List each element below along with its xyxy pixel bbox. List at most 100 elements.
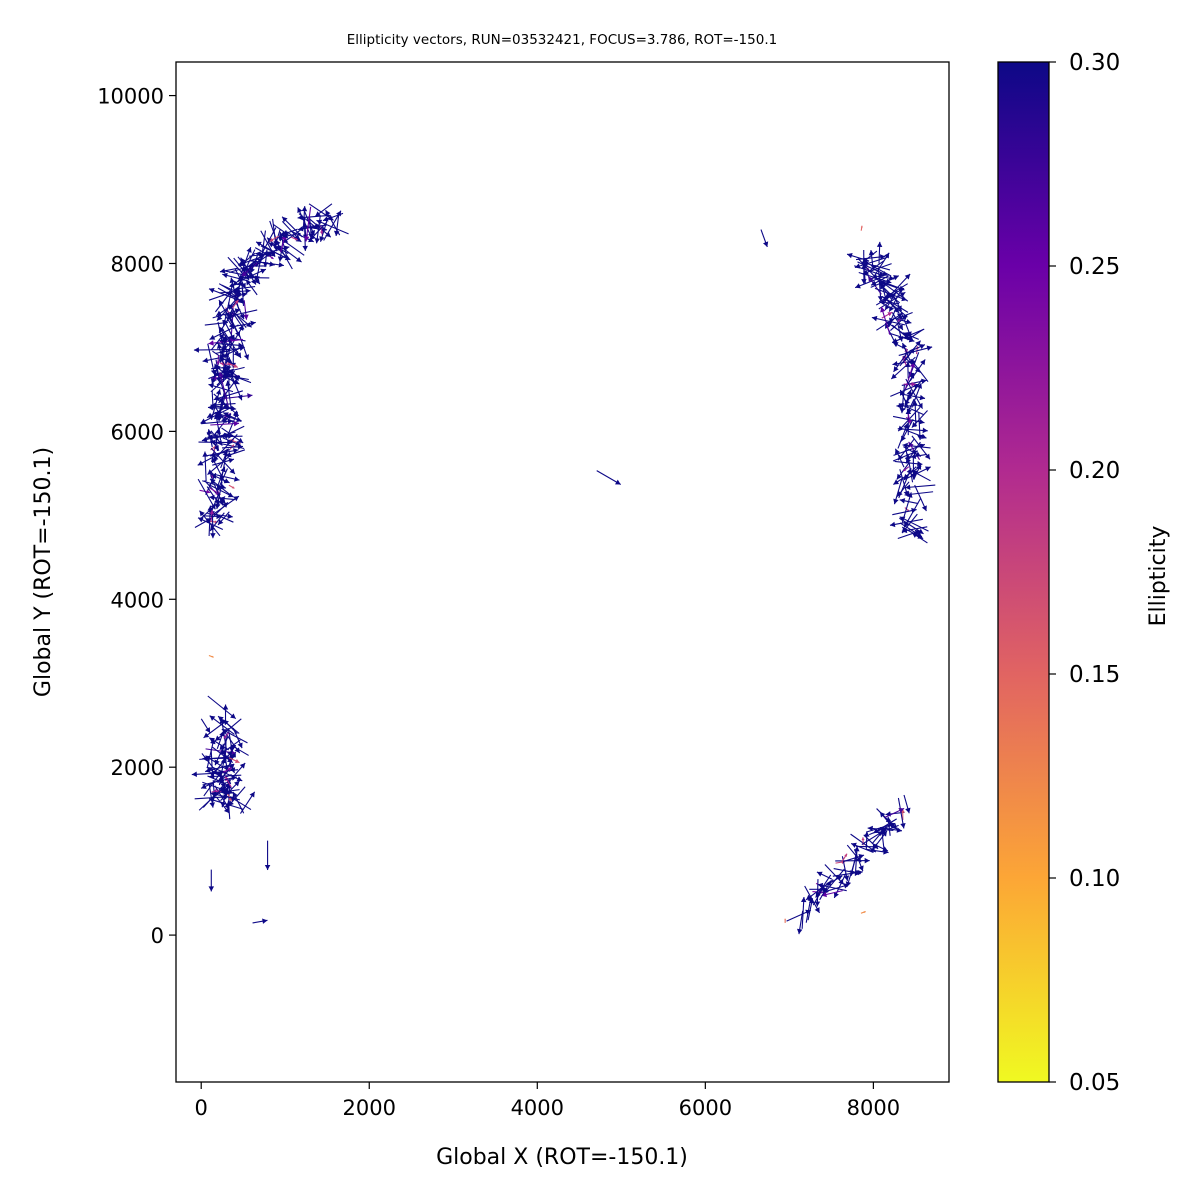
ellipticity-vector: [893, 351, 909, 373]
ellipticity-vector: [252, 918, 268, 924]
ellipticity-vector: [896, 462, 910, 480]
ellipticity-vector: [900, 418, 914, 442]
ellipticity-vector: [903, 381, 916, 387]
ellipticity-vector: [835, 857, 870, 864]
ellipticity-vector: [228, 757, 240, 764]
ellipticity-vector: [211, 457, 226, 483]
ellipticity-vector: [596, 470, 621, 485]
ellipticity-vector: [319, 224, 324, 236]
colorbar-tick-label: 0.25: [1069, 254, 1120, 280]
ellipticity-vector: [239, 791, 256, 814]
ellipticity-vector: [201, 418, 233, 425]
ellipticity-vector: [760, 229, 769, 248]
ellipticity-vector: [240, 246, 252, 274]
ellipticity-vector: [900, 393, 926, 401]
colorbar-tick-label: 0.05: [1069, 1070, 1120, 1096]
ellipticity-vector: [222, 437, 241, 446]
ellipticity-vector: [266, 245, 290, 254]
ellipticity-vector: [912, 400, 918, 427]
ellipticity-vector: [905, 429, 927, 439]
y-tick-label: 8000: [111, 252, 164, 276]
ellipticity-vector: [905, 441, 921, 464]
ellipticity-vector: [862, 261, 891, 271]
ellipticity-vector: [290, 236, 298, 241]
ellipticity-vector: [231, 299, 239, 309]
colorbar-tick-label: 0.15: [1069, 662, 1120, 688]
ellipticity-vector: [207, 695, 237, 720]
ellipticity-vector: [210, 474, 224, 506]
ellipticity-vector: [906, 398, 915, 415]
ellipticity-vector: [319, 217, 329, 242]
ellipticity-vector: [282, 228, 302, 244]
ellipticity-vector: [228, 303, 247, 328]
ellipticity-vector: [817, 882, 847, 892]
ellipticity-vector: [871, 315, 906, 326]
ellipticity-vector: [901, 513, 918, 534]
ellipticity-vector: [860, 911, 866, 914]
ellipticity-vector: [230, 744, 249, 756]
ellipticity-vector: [237, 256, 261, 285]
ellipticity-vector: [218, 375, 240, 404]
ellipticity-vector: [260, 245, 291, 261]
ellipticity-vector: [904, 491, 934, 498]
ellipticity-vector: [816, 871, 833, 880]
ellipticity-vector: [224, 341, 240, 357]
ellipticity-vector: [907, 413, 912, 424]
ellipticity-vector: [899, 307, 912, 338]
ellipticity-vector: [217, 393, 253, 400]
ellipticity-vector: [860, 225, 863, 231]
ellipticity-vector: [232, 791, 245, 814]
ellipticity-vector: [850, 842, 874, 853]
ellipticity-vector: [857, 261, 888, 277]
ellipticity-vector: [208, 484, 234, 498]
ellipticity-vector: [222, 336, 230, 362]
ellipticity-vector: [891, 328, 925, 344]
ellipticity-vector: [208, 383, 234, 393]
ellipticity-vector: [228, 786, 246, 807]
ellipticity-vector: [887, 299, 900, 314]
ellipticity-vector: [200, 718, 211, 734]
ellipticity-vector: [856, 844, 878, 850]
ellipticity-vector: [249, 260, 284, 268]
ellipticity-vector: [911, 383, 922, 408]
ellipticity-vector: [800, 896, 807, 929]
ellipticity-vector: [868, 823, 896, 836]
colorbar-tick-label: 0.10: [1069, 866, 1120, 892]
ellipticity-vector: [322, 212, 344, 222]
ellipticity-vector: [241, 262, 258, 277]
ellipticity-vector: [881, 311, 893, 319]
y-tick-label: 4000: [111, 588, 164, 612]
ellipticity-vector: [197, 478, 216, 510]
ellipticity-vector: [862, 263, 892, 275]
ellipticity-vector: [202, 513, 222, 520]
ellipticity-vector: [238, 332, 250, 361]
ellipticity-vector: [870, 275, 900, 288]
ellipticity-vector: [910, 457, 917, 479]
ellipticity-vector: [281, 220, 300, 241]
ellipticity-vector: [333, 213, 340, 237]
ellipticity-vector: [821, 890, 843, 898]
ellipticity-vector: [876, 278, 905, 291]
ellipticity-vector: [243, 300, 249, 320]
ellipticity-vector: [211, 473, 240, 482]
ellipticity-vector: [905, 378, 924, 409]
ellipticity-vector: [849, 848, 858, 876]
ellipticity-vector: [212, 746, 234, 764]
ellipticity-vector: [905, 361, 911, 379]
ellipticity-vector: [910, 453, 928, 460]
ellipticity-vector: [899, 516, 929, 532]
ellipticity-vector: [249, 255, 258, 274]
ellipticity-vector: [200, 406, 233, 424]
ellipticity-vector: [899, 384, 906, 414]
ellipticity-vector: [209, 473, 230, 484]
x-tick-label: 6000: [679, 1096, 732, 1120]
ellipticity-vector: [303, 206, 312, 242]
ellipticity-vector: [897, 423, 909, 449]
ellipticity-vector: [218, 371, 229, 407]
ellipticity-vector: [898, 468, 912, 499]
y-tick-label: 2000: [111, 756, 164, 780]
colorbar-tick-label: 0.30: [1069, 50, 1120, 76]
x-tick-label: 4000: [511, 1096, 564, 1120]
ellipticity-vector: [842, 853, 848, 861]
ellipticity-vector: [218, 326, 231, 344]
